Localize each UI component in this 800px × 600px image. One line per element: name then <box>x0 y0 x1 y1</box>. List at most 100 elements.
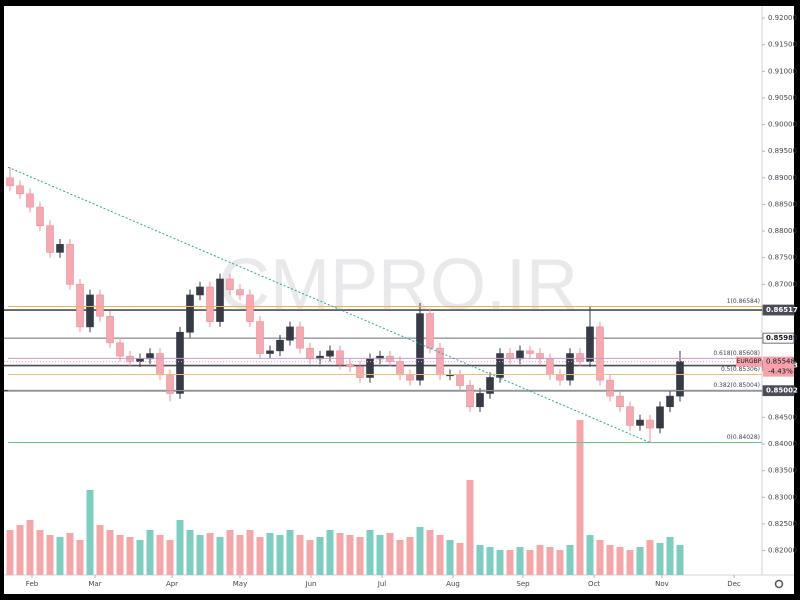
candle-body <box>636 419 644 426</box>
candle-body <box>566 353 574 381</box>
volume-bar <box>436 535 444 575</box>
symbol-label: EURGBP <box>737 358 762 365</box>
candle-body <box>336 350 344 365</box>
candle-body <box>86 294 94 328</box>
candle-body <box>586 326 594 362</box>
volume-bar <box>406 537 414 575</box>
volume-bar <box>336 533 344 575</box>
volume-bar <box>96 525 104 575</box>
candle-body <box>306 347 314 360</box>
volume-bar <box>516 547 524 575</box>
volume-bar <box>426 530 434 575</box>
chart-background <box>4 6 794 594</box>
volume-bar <box>246 530 254 575</box>
volume-bar <box>646 540 654 575</box>
fib-label: 1(0.86584) <box>727 298 760 305</box>
candle-body <box>206 286 214 322</box>
candle-body <box>176 331 184 394</box>
candle-body <box>656 406 664 429</box>
level-tag <box>762 332 795 344</box>
settings-gear[interactable] <box>774 579 784 589</box>
volume-bar <box>136 540 144 575</box>
candle-body <box>346 363 354 368</box>
candle-body <box>486 377 494 394</box>
candle-body <box>56 244 64 253</box>
volume-bar <box>346 535 354 575</box>
volume-bar <box>486 547 494 575</box>
volume-bar <box>366 530 374 575</box>
candle-body <box>396 361 404 376</box>
fib-label: 0(0.84028) <box>727 434 760 441</box>
candle-body <box>286 326 294 341</box>
level-tag-label: 0.85989 <box>766 334 798 342</box>
candle-body <box>426 313 434 349</box>
candle-body <box>246 294 254 322</box>
level-tag <box>762 385 795 397</box>
volume-bar <box>176 520 184 575</box>
volume-bar <box>616 547 624 575</box>
x-tick-label: Nov <box>655 580 669 588</box>
volume-bar <box>66 533 74 575</box>
y-tick-label: 0.84500 <box>768 413 797 421</box>
y-tick-label: 0.91500 <box>768 41 797 49</box>
volume-bar <box>276 535 284 575</box>
volume-bar <box>86 490 94 575</box>
volume-bar <box>196 535 204 575</box>
candle-body <box>466 385 474 408</box>
price-change-label: -4.43% <box>768 368 793 376</box>
candle-body <box>256 321 264 354</box>
candle-body <box>96 294 104 317</box>
x-tick-label: Oct <box>588 580 600 588</box>
volume-bar <box>26 520 34 575</box>
candle-body <box>196 286 204 296</box>
volume-bar <box>256 537 264 575</box>
volume-bar <box>16 525 24 575</box>
volume-bar <box>376 535 384 575</box>
candle-body <box>406 374 414 381</box>
candle-body <box>356 366 364 378</box>
candle-body <box>326 350 334 357</box>
level-tag <box>762 304 795 316</box>
volume-bar <box>566 545 574 575</box>
trend-line <box>7 166 651 443</box>
candle-body <box>156 353 164 376</box>
candle-body <box>116 342 124 357</box>
fib-label: 0.382(0.85004) <box>713 382 760 389</box>
y-tick-label: 0.91000 <box>768 67 797 75</box>
volume-bar <box>36 530 44 575</box>
candle-body <box>296 326 304 349</box>
x-tick-label: Sep <box>516 580 530 588</box>
candle-body <box>276 339 284 352</box>
settings-icon[interactable] <box>774 579 784 589</box>
y-tick-label: 0.82000 <box>768 547 797 555</box>
candle-body <box>626 406 634 426</box>
candle-body <box>616 395 624 408</box>
volume-bar <box>266 533 274 575</box>
candle-body <box>6 177 14 187</box>
volume-bar <box>306 540 314 575</box>
candle-body <box>646 419 654 429</box>
x-tick-label: Feb <box>26 580 39 588</box>
volume-bar <box>46 535 54 575</box>
volume-bar <box>446 540 454 575</box>
volume-bar <box>456 543 464 575</box>
fib-label: 0.618(0.85608) <box>713 350 760 357</box>
y-tick-label: 0.87500 <box>768 254 797 262</box>
volume-bar <box>656 543 664 575</box>
y-tick-label: 0.90500 <box>768 94 797 102</box>
volume-bar <box>156 535 164 575</box>
volume-bar <box>546 547 554 575</box>
volume-bar <box>386 533 394 575</box>
volume-bar <box>226 530 234 575</box>
volume-bar <box>356 537 364 575</box>
volume-bar <box>466 480 474 575</box>
price-tag-label: 0.85548 <box>766 358 795 366</box>
volume-bar <box>6 530 14 575</box>
candle-body <box>596 326 604 381</box>
volume-bar <box>186 530 194 575</box>
volume-bar <box>416 527 424 575</box>
volume-bar <box>626 550 634 575</box>
candle-body <box>456 374 464 386</box>
y-tick-label: 0.92000 <box>768 14 797 22</box>
candle-body <box>186 294 194 333</box>
